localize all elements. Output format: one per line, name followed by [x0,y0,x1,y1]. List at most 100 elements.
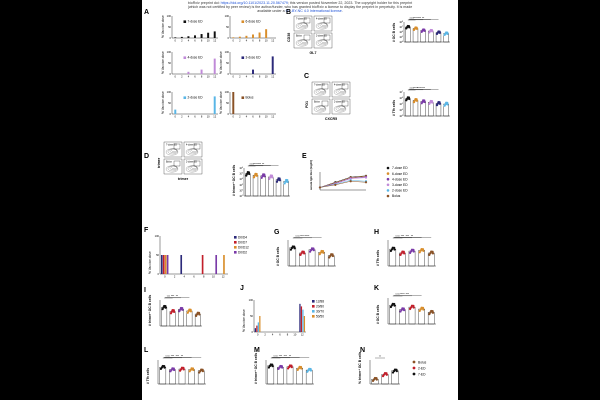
chart-h [387,237,436,267]
data-point [277,177,280,180]
gate [323,34,331,41]
data-point [401,250,404,253]
legend-swatch [183,96,187,99]
bar [254,328,257,332]
gate-box [183,141,203,158]
header-text: bioRxiv preprint doi: [187,1,220,5]
data-point [401,307,404,310]
y-axis-label: % trimer⁺ GC B cells [358,351,362,384]
legend-label: D0/D12 [238,245,249,249]
legend-label: 6-dose ED [392,172,408,176]
legend-marker [386,166,390,170]
significance-stars: **** [417,86,422,90]
significance-stars: ** [181,354,184,358]
data-point [430,309,433,313]
legend-label: 12/88 [316,299,324,303]
series-line [319,177,367,188]
data-point [279,364,282,368]
data-point [414,98,417,101]
data-point [262,173,265,176]
bar [259,316,261,332]
x-tick-label: 2 [239,115,241,119]
legend-swatch [234,251,237,254]
panel-label-a: A [144,9,149,16]
y-tick-label: 105 [399,103,403,106]
y-tick-label: 50 [226,61,229,65]
y-axis-label: # Tfh cells [376,250,380,266]
gate-box [311,81,331,98]
gate-box [163,158,183,175]
panel-label-b: B [286,9,291,16]
significance-stars: *** [171,354,175,358]
mean-bar [245,173,251,197]
x-tick-label: 2 [264,333,266,337]
bar [232,37,235,38]
chart-a2 [229,16,276,39]
chart-j [253,300,315,333]
y-axis-label: # GC B cells [392,23,396,42]
legend-swatch [234,241,237,244]
y-tick-label: 106 [399,31,403,34]
data-point [291,245,294,248]
data-point [298,365,301,369]
gate-label: Bolus [296,36,303,38]
chart-n [369,357,400,385]
x-tick-label: 8 [201,39,203,43]
x-tick-label: 0 [175,39,177,43]
flow-x-axis-label: trimer [178,177,189,181]
data-point [406,96,409,99]
doi-link[interactable]: https://doi.org/10.1101/2023.11.20.56747… [220,1,288,5]
y-tick-label: 106 [399,97,403,100]
significance-stars: **** [413,16,418,20]
x-tick-label: 6 [194,115,196,119]
significance-stars: **** [400,292,405,296]
bar [303,316,306,332]
data-point [445,31,448,34]
header-text: available under a [257,9,285,13]
x-tick-label: 12 [271,115,274,119]
chart-a5 [171,92,218,115]
x-tick-label: 0 [233,75,235,79]
y-tick-label: 100 [167,50,172,54]
y-tick-label: 103 [239,184,243,187]
gate [193,160,201,167]
legend-label: 4-dose ED [392,177,408,181]
y-tick-label: 108 [399,21,403,24]
data-point [391,302,394,305]
gate [341,100,349,107]
x-tick-label: 8 [259,115,261,119]
legend-label: 2-dose ED [392,189,408,193]
x-tick-label: 4 [188,115,190,119]
x-tick-label: 12 [301,333,304,337]
y-tick-label: 50 [168,101,171,105]
y-tick-label: 0 [228,112,230,116]
bar [187,71,190,74]
y-axis-label: # trimer⁺ GC B cells [232,165,236,196]
data-point [285,178,288,182]
x-tick-label: 12 [213,75,216,79]
significance-stars: *** [401,234,405,238]
x-tick-label: 10 [265,115,268,119]
x-tick-label: 4 [246,75,248,79]
y-axis-label: serum IgG titer (log10) [309,160,313,190]
significance-stars: *** [176,354,180,358]
data-point [269,363,272,366]
gate-box [293,15,313,32]
bar [174,37,177,38]
legend-marker [412,372,416,376]
data-point [188,308,191,311]
y-tick-label: 0 [228,36,230,40]
panel-label-l: L [144,347,149,354]
gate-label: 4-dose ED [334,85,345,87]
bar [166,255,169,274]
x-tick-label: 4 [246,39,248,43]
chart-g [287,237,336,267]
bar [180,36,183,38]
license-link[interactable]: CC-BY-NC 4.0 International license [285,9,342,13]
y-tick-label: 103 [399,115,403,118]
x-tick-label: 6 [194,39,196,43]
bar [215,255,218,274]
legend-marker [412,366,416,370]
legend-swatch [312,315,315,318]
